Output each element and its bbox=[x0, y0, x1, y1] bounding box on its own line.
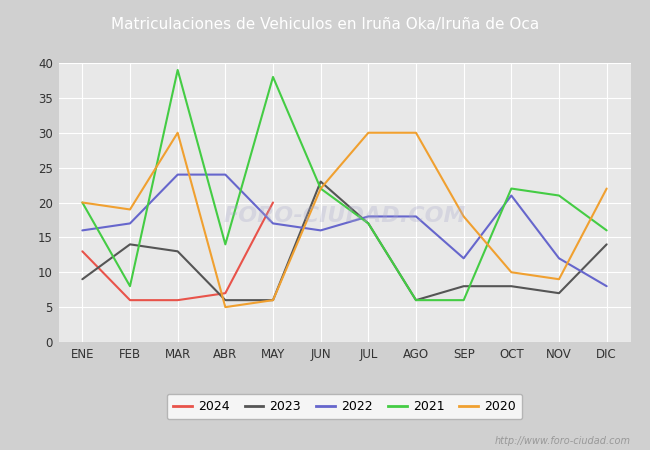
2024 bbox=[79, 248, 86, 254]
2021 bbox=[174, 67, 181, 72]
2023 bbox=[317, 179, 324, 184]
2023 bbox=[555, 291, 563, 296]
2023 bbox=[365, 221, 372, 226]
2020 bbox=[269, 297, 277, 303]
Text: FORO-CIUDAD.COM: FORO-CIUDAD.COM bbox=[223, 207, 466, 226]
2020 bbox=[365, 130, 372, 135]
2020 bbox=[603, 186, 610, 191]
2020 bbox=[79, 200, 86, 205]
2023 bbox=[222, 297, 229, 303]
2024 bbox=[126, 297, 134, 303]
2022 bbox=[508, 193, 515, 198]
Legend: 2024, 2023, 2022, 2021, 2020: 2024, 2023, 2022, 2021, 2020 bbox=[166, 394, 523, 419]
2021 bbox=[126, 284, 134, 289]
Line: 2023: 2023 bbox=[83, 181, 606, 300]
2022 bbox=[79, 228, 86, 233]
2020 bbox=[508, 270, 515, 275]
2023 bbox=[603, 242, 610, 247]
2024 bbox=[222, 291, 229, 296]
2023 bbox=[269, 297, 277, 303]
2021 bbox=[222, 242, 229, 247]
Text: Matriculaciones de Vehiculos en Iruña Oka/Iruña de Oca: Matriculaciones de Vehiculos en Iruña Ok… bbox=[111, 17, 539, 32]
2024 bbox=[174, 297, 181, 303]
Line: 2024: 2024 bbox=[83, 202, 273, 300]
Text: http://www.foro-ciudad.com: http://www.foro-ciudad.com bbox=[495, 436, 630, 446]
2020 bbox=[174, 130, 181, 135]
2022 bbox=[603, 284, 610, 289]
2021 bbox=[460, 297, 467, 303]
2022 bbox=[555, 256, 563, 261]
2020 bbox=[126, 207, 134, 212]
2021 bbox=[317, 186, 324, 191]
2020 bbox=[412, 130, 420, 135]
2020 bbox=[460, 214, 467, 219]
2022 bbox=[317, 228, 324, 233]
2021 bbox=[508, 186, 515, 191]
2023 bbox=[79, 276, 86, 282]
2020 bbox=[222, 304, 229, 310]
Line: 2021: 2021 bbox=[83, 70, 606, 300]
Line: 2020: 2020 bbox=[83, 133, 606, 307]
2022 bbox=[460, 256, 467, 261]
2023 bbox=[508, 284, 515, 289]
2022 bbox=[269, 221, 277, 226]
2021 bbox=[365, 221, 372, 226]
2023 bbox=[460, 284, 467, 289]
2022 bbox=[412, 214, 420, 219]
2022 bbox=[222, 172, 229, 177]
2021 bbox=[269, 74, 277, 80]
2023 bbox=[126, 242, 134, 247]
2021 bbox=[555, 193, 563, 198]
2020 bbox=[555, 276, 563, 282]
2023 bbox=[174, 248, 181, 254]
2021 bbox=[79, 200, 86, 205]
2023 bbox=[412, 297, 420, 303]
2022 bbox=[126, 221, 134, 226]
2022 bbox=[365, 214, 372, 219]
2021 bbox=[412, 297, 420, 303]
2020 bbox=[317, 186, 324, 191]
2021 bbox=[603, 228, 610, 233]
Line: 2022: 2022 bbox=[83, 175, 606, 286]
2022 bbox=[174, 172, 181, 177]
2024 bbox=[269, 200, 277, 205]
